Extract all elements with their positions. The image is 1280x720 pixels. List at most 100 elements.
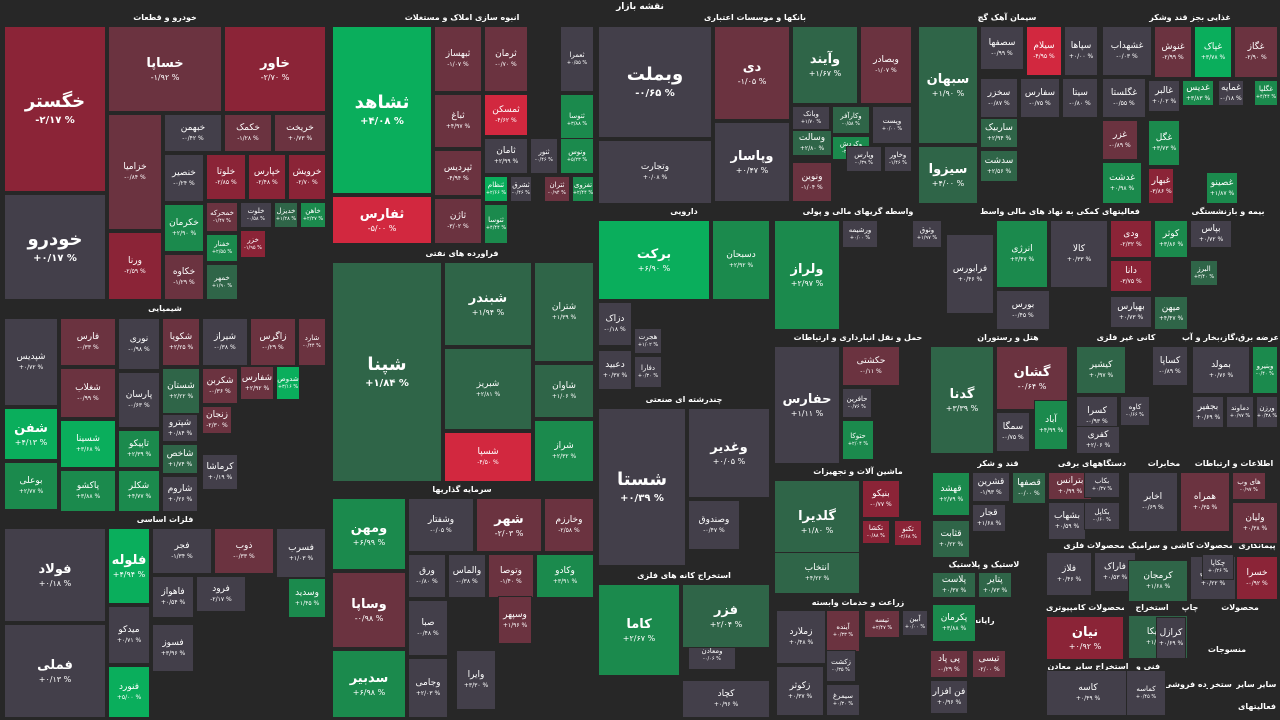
stock-tile[interactable]: شغلاب -۰/۹۹ %	[60, 368, 116, 418]
stock-tile[interactable]: سخزر -۰/۸۷ %	[980, 78, 1018, 118]
stock-tile[interactable]: پاکشو +۳/۸۸ %	[60, 470, 116, 512]
stock-tile[interactable]: زکوثر +۰/۳۷ %	[776, 666, 824, 716]
stock-tile[interactable]: فجر -۱/۳۴ %	[152, 528, 212, 574]
stock-tile[interactable]: ثتران -۰/۹۴ %	[544, 176, 570, 202]
stock-tile[interactable]: پی پاد -۰/۲۹ %	[930, 650, 968, 678]
stock-tile[interactable]: ساربیک +۲/۹۴ %	[980, 118, 1018, 148]
stock-tile[interactable]: خسرا -۰/۹۲ %	[1236, 556, 1278, 600]
stock-tile[interactable]: خمهر +۱/۹۰ %	[206, 264, 238, 300]
stock-tile[interactable]: وثوق +۱/۹۷ %	[912, 220, 942, 248]
stock-tile[interactable]: فارس -۰/۳۳ %	[60, 318, 116, 366]
stock-tile[interactable]: خگستر -۲/۱۷ %	[4, 26, 106, 192]
stock-tile[interactable]: ورنا -۲/۵۹ %	[108, 232, 162, 300]
stock-tile[interactable]: شاوان +۱/۰۶ %	[534, 364, 594, 418]
stock-tile[interactable]: شپترو +۰/۸۴ %	[162, 414, 198, 442]
stock-tile[interactable]: غشهداب -۰/۰۳ %	[1102, 26, 1152, 76]
stock-tile[interactable]: وصندوق -۰/۴۷ %	[688, 500, 740, 550]
stock-tile[interactable]: وسپهر +۱/۹۶ %	[498, 596, 532, 644]
stock-tile[interactable]: ثشرق -۰/۴۶ %	[510, 176, 532, 202]
stock-tile[interactable]: ولیان +۰/۳۸ %	[1232, 502, 1278, 544]
stock-tile[interactable]: فلاز +۰/۴۶ %	[1046, 552, 1092, 596]
stock-tile[interactable]: بجفیر +۰/۶۹ %	[1192, 396, 1224, 428]
stock-tile[interactable]: بمولد +۰/۷۶ %	[1192, 346, 1250, 394]
stock-tile[interactable]: غصینو +۱/۸۷ %	[1206, 172, 1238, 204]
stock-tile[interactable]: قشرین -۱/۹۳ %	[972, 472, 1010, 502]
stock-tile[interactable]: شاروم +۰/۲۶ %	[162, 476, 198, 512]
stock-tile[interactable]: بورس -۰/۴۵ %	[996, 290, 1050, 330]
stock-tile[interactable]: غگلستا -۰/۵۵ %	[1102, 78, 1146, 118]
stock-tile[interactable]: زاگرس -۰/۲۹ %	[250, 318, 296, 366]
stock-tile[interactable]: ثتوسا +۴/۴۴ %	[484, 204, 508, 244]
stock-tile[interactable]: غدشت +۰/۹۸ %	[1102, 162, 1142, 204]
stock-tile[interactable]: بکاب +۰/۳۷ %	[1084, 472, 1120, 498]
stock-tile[interactable]: میهن +۴/۴۷ %	[1154, 296, 1188, 330]
stock-tile[interactable]: ثبهساز -۱/۰۷ %	[434, 26, 482, 92]
stock-tile[interactable]: وخاور -۱/۴۶ %	[884, 146, 912, 172]
stock-tile[interactable]: شبریز +۲/۸۱ %	[444, 348, 532, 430]
stock-tile[interactable]: خزامیا -۰/۸۴ %	[108, 114, 162, 230]
stock-tile[interactable]: تاپیکو +۲/۳۹ %	[118, 430, 160, 468]
stock-tile[interactable]: دزاک -۰/۱۸ %	[598, 302, 632, 346]
stock-tile[interactable]: خکمک -۱/۲۸ %	[224, 114, 272, 152]
stock-tile[interactable]: بهپارس +۰/۷۳ %	[1110, 296, 1152, 328]
stock-tile[interactable]: شکربن -۰/۳۶ %	[202, 368, 238, 404]
stock-tile[interactable]: شکلر +۴/۷۷ %	[118, 470, 160, 512]
stock-tile[interactable]: بشهاب +۰/۵۹ %	[1048, 502, 1086, 540]
stock-tile[interactable]: فزر +۲/۰۴ %	[682, 584, 770, 648]
stock-tile[interactable]: شدوص +۳/۱۶ %	[276, 366, 300, 400]
stock-tile[interactable]: سپاها +۰/۰۰ %	[1064, 26, 1098, 76]
stock-tile[interactable]: ثنور -۰/۴۶ %	[530, 138, 558, 174]
stock-tile[interactable]: خبهمن -۰/۴۲ %	[164, 114, 222, 152]
stock-tile[interactable]: شیراز -۰/۳۸ %	[202, 318, 248, 366]
stock-tile[interactable]: اخابر -۰/۶۹ %	[1128, 472, 1178, 532]
stock-tile[interactable]: غالبر +۰/۰۲ %	[1148, 80, 1180, 112]
stock-tile[interactable]: سیمرغ +۰/۳۰ %	[826, 684, 860, 716]
stock-tile[interactable]: فسرب +۱/۰۳ %	[276, 528, 326, 578]
stock-tile[interactable]: وغدیر +۰/۰۵ %	[688, 408, 770, 498]
stock-tile[interactable]: شستان +۲/۲۲ %	[162, 368, 200, 414]
stock-tile[interactable]: دی -۱/۰۵ %	[714, 26, 790, 120]
stock-tile[interactable]: خفنار +۲/۵۵ %	[206, 234, 238, 262]
stock-tile[interactable]: غگلپا +۴/۴۴ %	[1254, 80, 1278, 106]
stock-tile[interactable]: غزر -۰/۸۹ %	[1102, 120, 1138, 160]
stock-tile[interactable]: وپاسار +۰/۴۷ %	[714, 122, 790, 202]
stock-tile[interactable]: شارد -۰/۴۴ %	[298, 318, 326, 366]
stock-tile[interactable]: زکشت -۰/۳۵ %	[826, 650, 856, 682]
stock-tile[interactable]: پتایر +۰/۷۳ %	[978, 572, 1012, 598]
stock-tile[interactable]: فن افزار +۰/۹۶ %	[930, 680, 968, 714]
stock-tile[interactable]: ثامان +۲/۹۹ %	[484, 138, 528, 174]
stock-tile[interactable]: فسوز +۳/۹۶ %	[152, 624, 194, 672]
stock-tile[interactable]: غدیس +۳/۸۳ %	[1182, 80, 1214, 106]
stock-tile[interactable]: غمایه -۰/۱۸ %	[1218, 80, 1244, 106]
stock-tile[interactable]: قصفها -۰/۰۰ %	[1012, 472, 1046, 504]
stock-tile[interactable]: شاخص +۱/۷۴ %	[162, 444, 198, 474]
stock-tile[interactable]: حفارس +۱/۱۱ %	[774, 346, 840, 464]
stock-tile[interactable]: وسديد +۱/۴۵ %	[288, 578, 326, 618]
stock-tile[interactable]: ودی -۲/۳۲ %	[1110, 220, 1152, 258]
stock-tile[interactable]: غنوش -۲/۹۹ %	[1154, 26, 1192, 78]
stock-tile[interactable]: ورزن +۰/۳۸ %	[1256, 396, 1278, 428]
stock-tile[interactable]: وجامی +۲/۰۳ %	[408, 658, 448, 718]
stock-tile[interactable]: خنصیر -۰/۲۴ %	[164, 154, 204, 202]
stock-tile[interactable]: خرویش -۲/۷۰ %	[288, 154, 326, 200]
stock-tile[interactable]: شپدیس +۰/۷۲ %	[4, 318, 58, 406]
stock-tile[interactable]: قهشد +۲/۷۹ %	[932, 472, 970, 516]
stock-tile[interactable]: فنورد +۵/۰۰ %	[108, 666, 150, 718]
stock-tile[interactable]: وکادو +۳/۹۱ %	[536, 554, 594, 598]
stock-tile[interactable]: حتوکا +۲/۰۴ %	[842, 420, 874, 460]
stock-tile[interactable]: آبین +۰/۰۰ %	[902, 610, 928, 636]
stock-tile[interactable]: وتجارت +۰/۰۸ %	[598, 140, 712, 204]
stock-tile[interactable]: انرژی +۳/۴۷ %	[996, 220, 1048, 288]
stock-tile[interactable]: های وب -۰/۹۷ %	[1232, 472, 1266, 500]
stock-tile[interactable]: وخارزم -۲/۵۸ %	[544, 498, 594, 552]
stock-tile[interactable]: شستا +۰/۳۹ %	[598, 408, 686, 566]
stock-tile[interactable]: خپارس -۲/۴۸ %	[248, 154, 286, 200]
stock-tile[interactable]: خکاوه -۱/۲۹ %	[164, 254, 204, 300]
stock-tile[interactable]: دانا -۳/۷۵ %	[1110, 260, 1152, 292]
stock-tile[interactable]: ثشاهد +۴/۰۸ %	[332, 26, 432, 194]
stock-tile[interactable]: شسپا -۴/۵۰ %	[444, 432, 532, 482]
stock-tile[interactable]: ورق -۰/۸۰ %	[408, 554, 446, 598]
stock-tile[interactable]: کرازل +۰/۶۹ %	[1156, 617, 1186, 659]
stock-tile[interactable]: بوعلی +۲/۷۷ %	[4, 462, 58, 510]
stock-tile[interactable]: فولاد +۰/۱۸ %	[4, 528, 106, 622]
